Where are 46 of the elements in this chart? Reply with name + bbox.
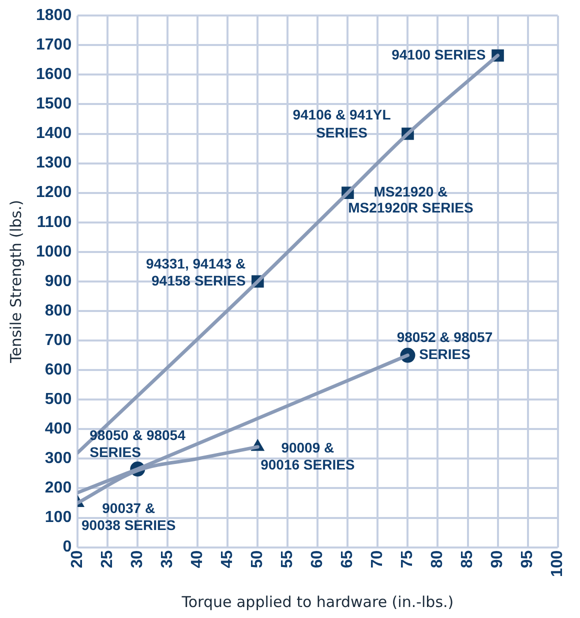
annotation: 90009 & 90016 SERIES [260,440,355,473]
x-tick-label: 60 [309,550,326,568]
y-tick-label: 1300 [36,154,72,172]
y-tick-label: 1800 [36,7,72,24]
x-tick-label: 70 [369,550,386,568]
y-tick-label: 300 [44,450,72,468]
y-tick-label: 1600 [36,66,72,84]
x-tick-label: 95 [519,550,536,568]
annotation: 90037 & 90038 SERIES [82,500,176,533]
y-tick-label: 800 [44,302,72,320]
x-tick-label: 75 [399,550,416,568]
annotation: MS21920 & MS21920R SERIES [348,184,474,216]
x-tick-label: 65 [339,550,356,568]
y-tick-label: 100 [44,509,72,526]
x-axis-title: Torque applied to hardware (in.-lbs.) [180,592,454,611]
y-tick-label: 1100 [36,214,72,231]
annotation: 94331, 94143 & 94158 SERIES [146,255,246,288]
x-tick-label: 50 [249,550,266,568]
x-tick-label: 90 [489,550,506,568]
x-tick-label: 20 [69,550,86,568]
annotation: 98052 & 98057 SERIES [396,329,493,362]
x-tick-label: 100 [549,550,566,578]
y-tick-label: 1200 [36,184,72,202]
x-tick-label: 85 [459,550,476,568]
y-tick-label: 700 [44,332,72,349]
y-tick-label: 1400 [36,125,72,142]
annotation: 98050 & 98054 SERIES [90,426,186,460]
annotation: 94100 SERIES [392,46,486,62]
y-tick-label: 500 [44,391,72,408]
y-tick-label: 400 [44,420,72,438]
y-tick-label: 600 [44,361,72,378]
x-tick-label: 40 [189,550,206,568]
y-tick-label: 1700 [36,36,72,54]
y-tick-label: 0 [62,538,72,556]
x-tick-label: 35 [159,550,176,568]
x-tick-label: 30 [129,550,146,568]
annotation: 94106 & 941YL SERIES [292,106,392,141]
x-tick-label: 80 [429,550,446,568]
y-tick-label: 200 [44,480,72,497]
y-axis-title: Tensile Strength (lbs.) [6,200,25,364]
x-tick-label: 25 [99,550,116,568]
y-tick-label: 1500 [36,96,72,113]
y-tick-label: 1000 [36,243,72,260]
x-tick-label: 45 [219,550,236,568]
x-tick-label: 55 [279,550,296,568]
y-tick-label: 900 [44,272,72,290]
